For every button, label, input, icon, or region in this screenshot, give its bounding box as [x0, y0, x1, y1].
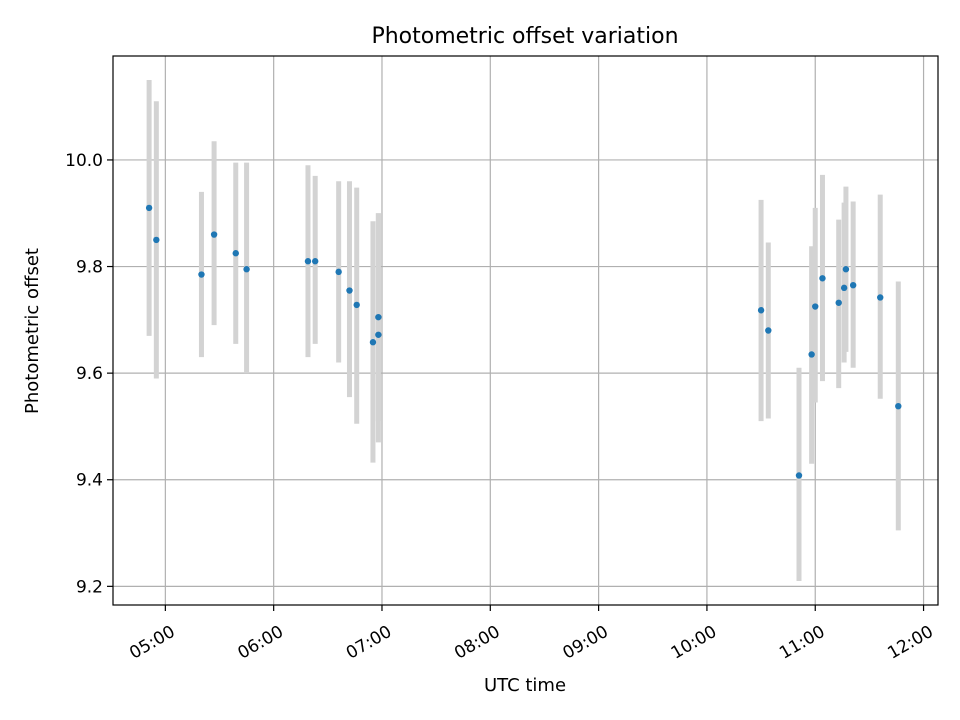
data-point: [895, 402, 902, 410]
x-axis-label: UTC time: [484, 675, 566, 696]
data-point: [198, 271, 205, 278]
y-tick-label: 10.0: [65, 151, 103, 171]
chart-title: Photometric offset variation: [371, 24, 678, 49]
data-point: [232, 250, 239, 257]
data-point: [812, 303, 819, 310]
y-axis: 9.2 9.4 9.6 9.8 10.0: [65, 151, 113, 597]
data-point: [795, 472, 803, 479]
data-point: [835, 299, 842, 306]
plot-frame: [112, 55, 939, 606]
data-point: [819, 275, 826, 282]
data-points: [145, 204, 902, 479]
y-tick-label: 9.8: [76, 258, 103, 278]
data-point: [757, 307, 765, 314]
data-point: [842, 266, 850, 273]
data-point: [808, 351, 815, 358]
data-point: [311, 258, 319, 265]
data-point: [243, 266, 250, 273]
data-point: [210, 231, 218, 238]
data-point: [304, 258, 312, 265]
data-point: [840, 284, 848, 292]
data-point: [375, 331, 382, 338]
data-point: [765, 327, 772, 334]
data-point: [335, 268, 342, 276]
data-point: [145, 204, 153, 212]
data-point: [346, 287, 353, 294]
y-tick-label: 9.6: [76, 364, 103, 384]
data-point: [369, 339, 377, 346]
y-tick-label: 9.2: [76, 577, 103, 597]
y-axis-label: Photometric offset: [22, 248, 43, 414]
data-point: [849, 281, 857, 289]
data-point: [877, 294, 884, 301]
data-point: [375, 313, 382, 321]
data-point: [153, 236, 160, 244]
y-tick-label: 9.4: [76, 471, 103, 491]
data-point: [353, 301, 360, 309]
